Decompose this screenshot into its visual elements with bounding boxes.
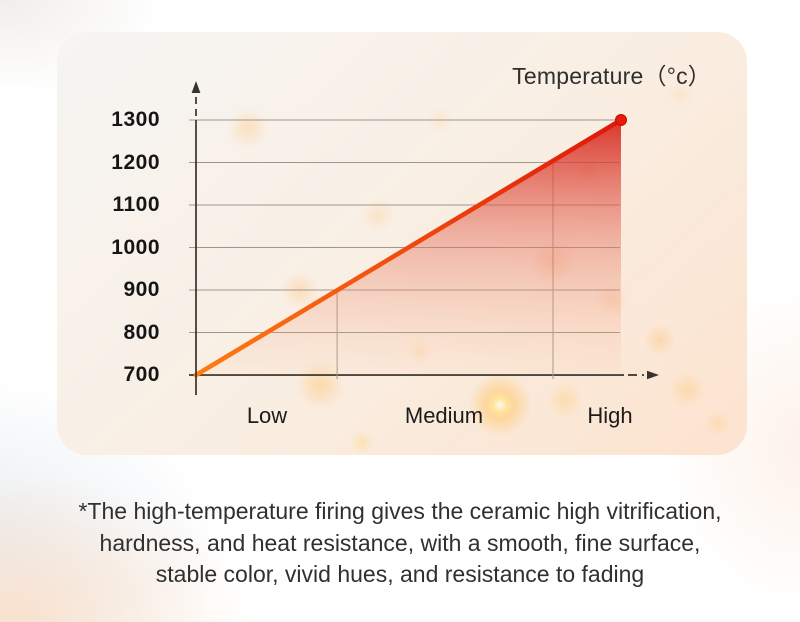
- x-axis-tick-label: Low: [246, 403, 288, 428]
- y-axis-tick-label: 1200: [111, 150, 160, 174]
- chart-card: Temperature（°c） 1300 1200 1100 1000 900 800 70…: [57, 32, 747, 455]
- chart-title: Temperature（°c）: [512, 63, 711, 89]
- y-axis-tick-label: 1100: [112, 193, 160, 216]
- data-point-dot: [614, 113, 627, 126]
- x-axis-arrow-icon: [647, 370, 659, 380]
- x-axis-tick-label: Medium: [404, 403, 484, 428]
- y-axis-tick-label: 1300: [111, 108, 160, 131]
- caption: *The high-temperature firing gives the c…: [0, 496, 800, 591]
- y-axis-tick-label: 700: [123, 363, 160, 386]
- y-axis-arrow-icon: [191, 81, 201, 93]
- caption-line: *The high-temperature firing gives the c…: [78, 498, 722, 524]
- y-axis-tick-label: 1000: [111, 235, 160, 259]
- temperature-chart: [189, 81, 659, 395]
- x-axis-tick-label: High: [587, 403, 633, 428]
- y-axis-tick-label: 800: [123, 320, 160, 344]
- caption-line: hardness, and heat resistance, with a sm…: [99, 529, 701, 556]
- temperature-line: [193, 117, 624, 378]
- caption-line: stable color, vivid hues, and resistance…: [155, 561, 645, 587]
- y-axis-tick-label: 900: [123, 278, 160, 301]
